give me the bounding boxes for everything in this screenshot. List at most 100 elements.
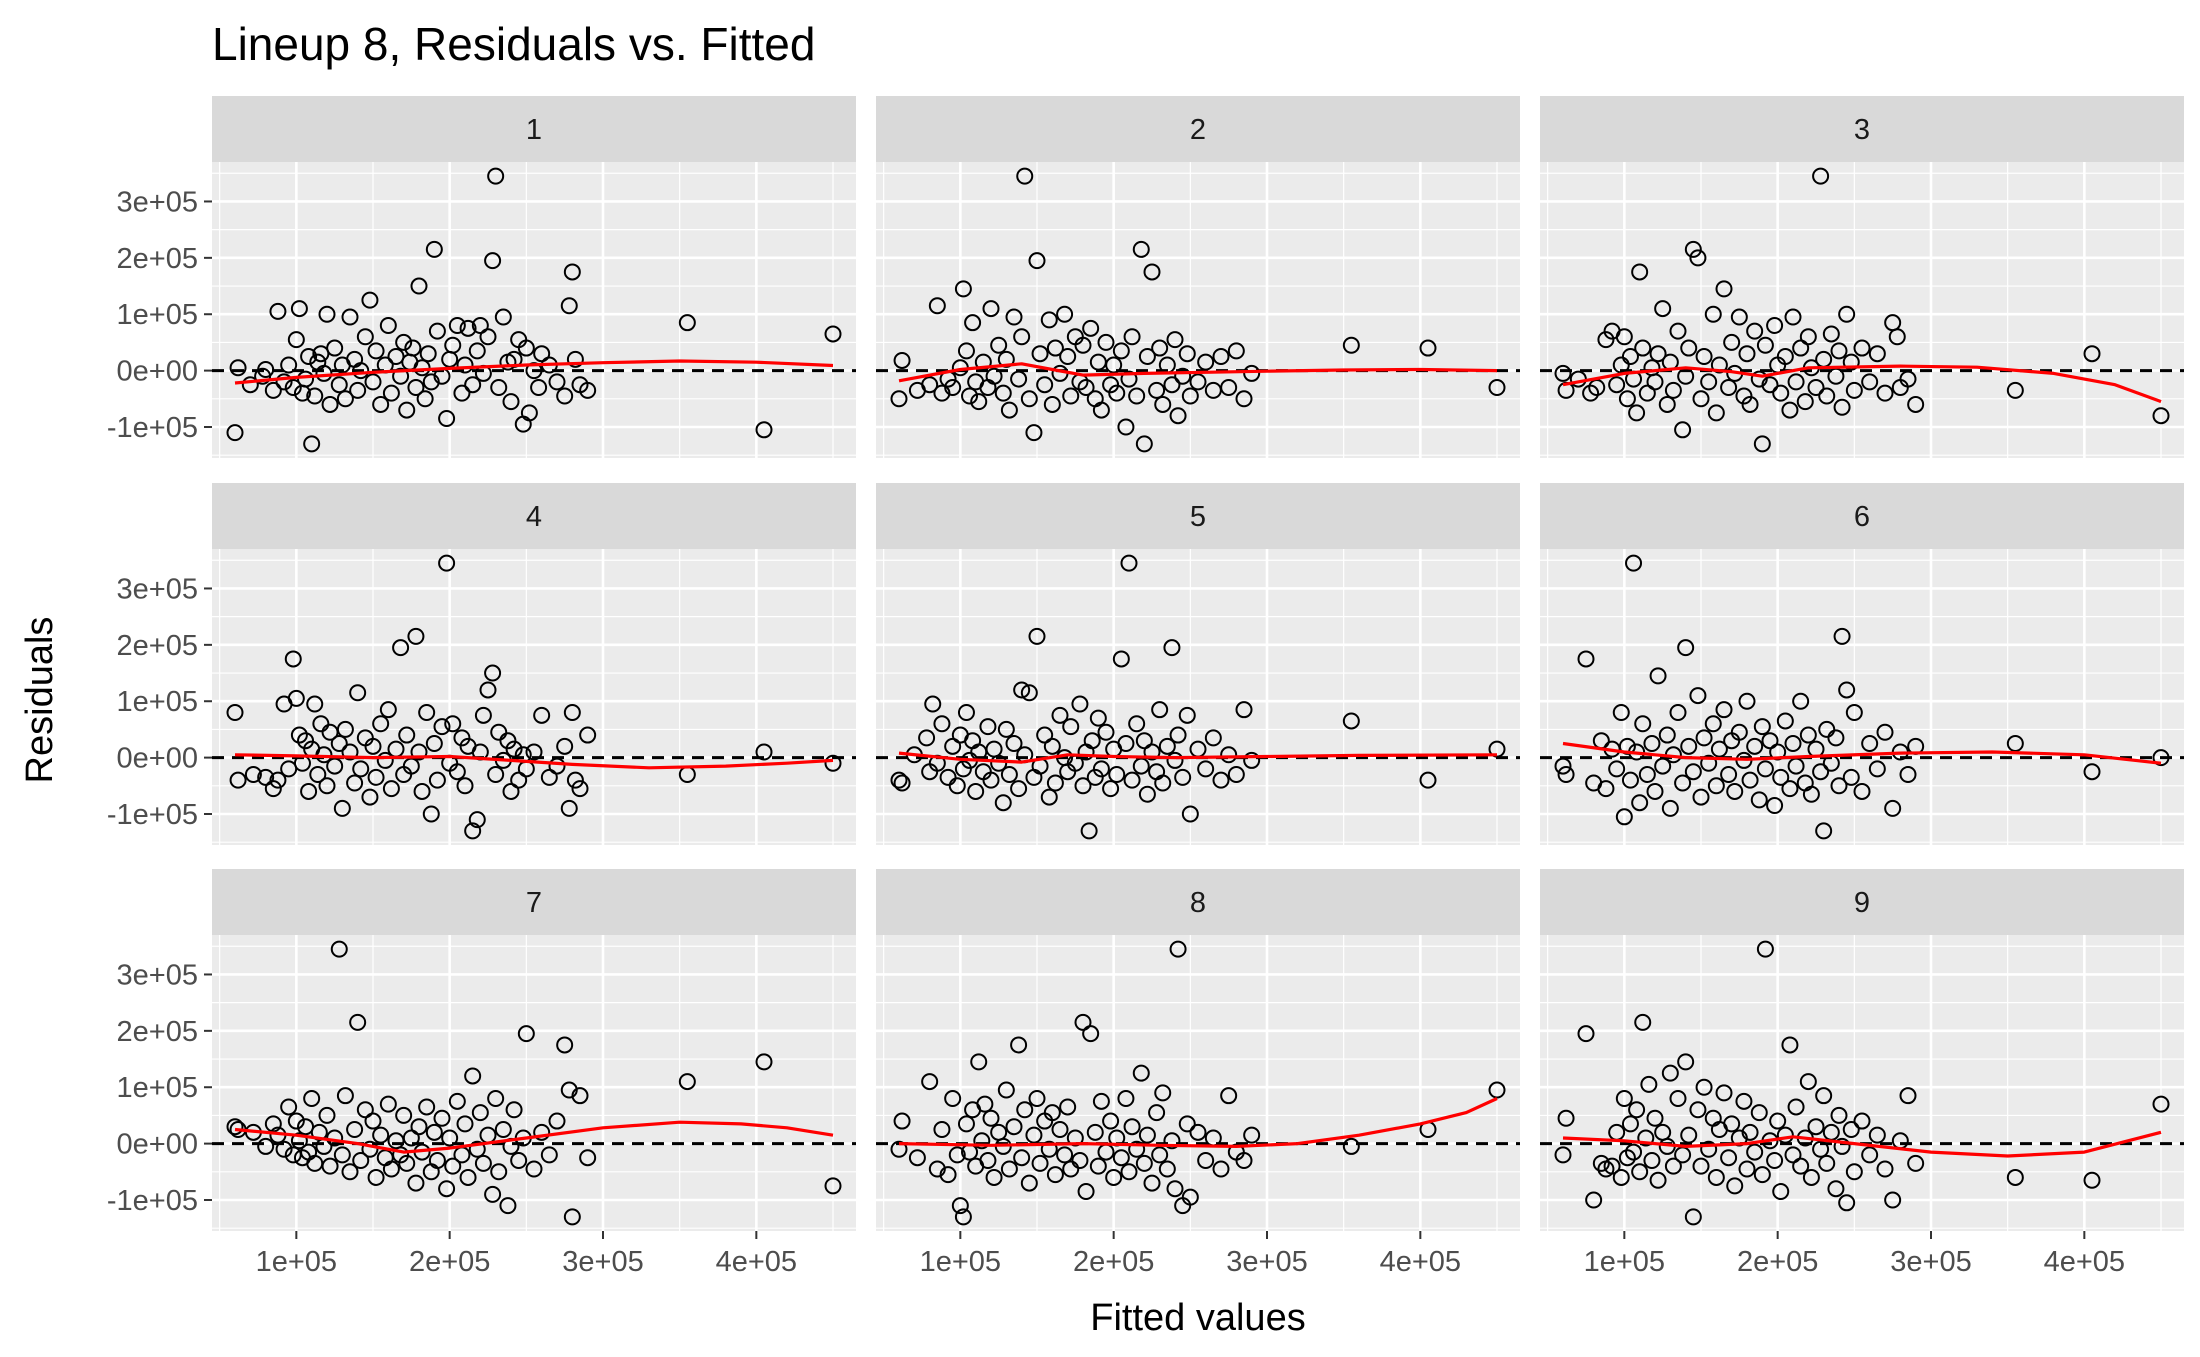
data-point: [517, 1025, 535, 1043]
data-point: [1419, 339, 1437, 357]
data-point: [1741, 395, 1759, 413]
strip-label: 3: [1854, 114, 1870, 146]
data-point: [1812, 1140, 1830, 1158]
data-point: [520, 404, 538, 422]
data-point: [2152, 407, 2170, 425]
data-point: [1845, 704, 1863, 722]
x-tick-label: 4e+05: [2044, 1246, 2125, 1278]
data-point: [444, 715, 462, 733]
data-point: [1669, 322, 1687, 340]
data-point: [890, 1140, 908, 1158]
data-point: [990, 336, 1008, 354]
data-point: [1861, 735, 1879, 753]
data-point: [525, 743, 543, 761]
data-point: [441, 1129, 459, 1147]
data-point: [1020, 390, 1038, 408]
data-point: [1132, 240, 1150, 258]
data-point: [490, 1163, 508, 1181]
data-point: [1674, 774, 1692, 792]
data-point: [1907, 395, 1925, 413]
data-point: [1577, 650, 1595, 668]
data-point: [1868, 345, 1886, 363]
data-point: [1123, 328, 1141, 346]
data-point: [1212, 348, 1230, 366]
data-point: [1181, 805, 1199, 823]
data-point: [226, 704, 244, 722]
data-point: [1674, 421, 1692, 439]
data-point: [954, 760, 972, 778]
data-point: [1016, 1101, 1034, 1119]
data-point: [1040, 1140, 1058, 1158]
data-point: [1876, 723, 1894, 741]
data-point: [893, 774, 911, 792]
data-point: [560, 1081, 578, 1099]
data-point: [1684, 763, 1702, 781]
data-point: [1876, 1160, 1894, 1178]
data-point: [487, 766, 505, 784]
facet-panel-7: 7: [212, 869, 856, 1231]
data-point: [1105, 356, 1123, 374]
data-point: [1419, 771, 1437, 789]
data-point: [1704, 715, 1722, 733]
data-point: [1117, 735, 1135, 753]
data-point: [1108, 766, 1126, 784]
data-point: [1554, 364, 1572, 382]
data-point: [1700, 373, 1718, 391]
data-point: [1812, 167, 1830, 185]
strip-label: 5: [1190, 501, 1206, 533]
data-point: [1707, 777, 1725, 795]
data-point: [433, 1109, 451, 1127]
data-point: [287, 331, 305, 349]
data-point: [1628, 404, 1646, 422]
data-point: [300, 348, 318, 366]
data-point: [367, 342, 385, 360]
data-point: [678, 314, 696, 332]
data-point: [352, 760, 370, 778]
panel-content: [876, 549, 1520, 845]
data-point: [1661, 1064, 1679, 1082]
data-point: [1212, 771, 1230, 789]
panel-content: [1540, 935, 2184, 1231]
data-point: [1112, 650, 1130, 668]
data-point: [1695, 1078, 1713, 1096]
data-point: [1684, 1208, 1702, 1226]
data-point: [1010, 1036, 1028, 1054]
data-point: [419, 345, 437, 363]
data-point: [1899, 1087, 1917, 1105]
data-point: [1634, 339, 1652, 357]
data-point: [226, 424, 244, 442]
data-point: [510, 1152, 528, 1170]
data-point: [1105, 1168, 1123, 1186]
data-point: [548, 373, 566, 391]
x-tick-label: 3e+05: [1226, 1246, 1307, 1278]
x-tick-label: 3e+05: [1890, 1246, 1971, 1278]
data-point: [372, 715, 390, 733]
data-point: [1577, 1025, 1595, 1043]
data-point: [1861, 1146, 1879, 1164]
data-point: [948, 777, 966, 795]
data-point: [1669, 1090, 1687, 1108]
panel-content: [876, 935, 1520, 1231]
data-point: [1204, 729, 1222, 747]
data-point: [1661, 799, 1679, 817]
data-point: [525, 1160, 543, 1178]
data-point: [1169, 726, 1187, 744]
data-point: [954, 1208, 972, 1226]
data-point: [364, 1112, 382, 1130]
data-point: [1013, 681, 1031, 699]
data-point: [1227, 766, 1245, 784]
data-point: [425, 1123, 443, 1141]
strip-background: [1540, 483, 2184, 549]
data-point: [1615, 1090, 1633, 1108]
data-point: [954, 280, 972, 298]
data-point: [1907, 1154, 1925, 1172]
smooth-line: [1562, 364, 2162, 404]
x-tick-label: 1e+05: [256, 1246, 337, 1278]
facet-panel-1: 1: [212, 96, 856, 458]
data-point: [1178, 706, 1196, 724]
data-point: [1086, 768, 1104, 786]
data-point: [1615, 808, 1633, 826]
data-point: [464, 822, 482, 840]
data-point: [1066, 1129, 1084, 1147]
data-point: [1876, 384, 1894, 402]
